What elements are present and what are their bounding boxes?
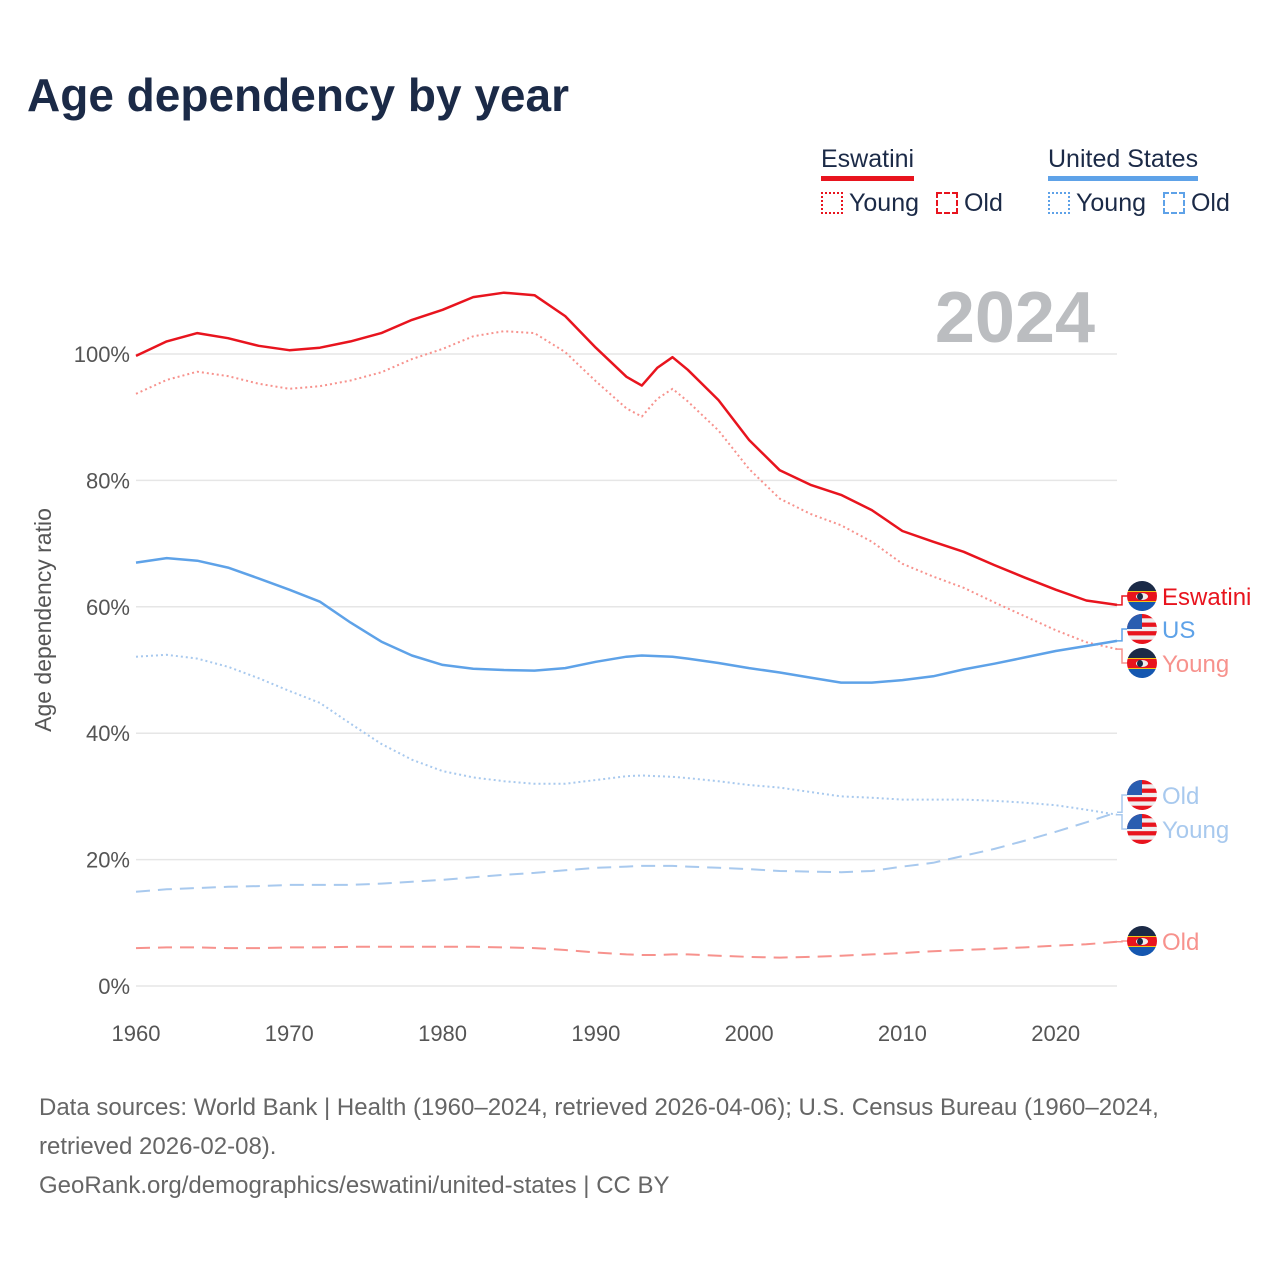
end-label: Eswatini	[1162, 584, 1251, 611]
eswatini-flag-icon	[1127, 926, 1157, 956]
footer: Data sources: World Bank | Health (1960–…	[39, 1088, 1249, 1205]
legend-us-young[interactable]: Young	[1048, 189, 1146, 217]
label-connector	[1117, 648, 1127, 664]
label-connector	[1117, 794, 1127, 813]
us-flag-icon	[1127, 814, 1157, 844]
eswatini-flag-icon	[1127, 648, 1157, 678]
series-line-united-states	[135, 556, 1118, 684]
legend-eswatini-old[interactable]: Old	[935, 189, 1003, 217]
us-flag-icon	[1127, 614, 1157, 644]
x-tick-label: 1960	[112, 1021, 161, 1046]
legend-item-label: Young	[1076, 189, 1146, 217]
legend-united-states-label: United States	[1048, 145, 1199, 181]
y-tick-label: 0%	[98, 974, 130, 999]
end-label: Young	[1162, 817, 1229, 844]
legend-eswatini: Eswatini Young Old	[821, 145, 1013, 218]
y-tick-label: 80%	[86, 468, 130, 493]
dotted-swatch-icon	[821, 192, 843, 214]
x-tick-label: 2000	[725, 1021, 774, 1046]
y-tick-label: 60%	[86, 595, 130, 620]
chart-title: Age dependency by year	[27, 69, 569, 121]
eswatini-flag-icon	[1127, 581, 1157, 611]
legend-eswatini-label: Eswatini	[821, 145, 915, 181]
legend-us-old[interactable]: Old	[1162, 189, 1230, 217]
legend-item-label: Old	[963, 189, 1003, 217]
end-label: Young	[1162, 651, 1229, 678]
legend-united-states: United States Young Old	[1048, 145, 1240, 218]
x-tick-label: 2010	[878, 1021, 927, 1046]
dashed-swatch-icon	[1162, 192, 1185, 214]
y-axis-label: Age dependency ratio	[30, 508, 56, 732]
dashed-swatch-icon	[935, 192, 958, 214]
y-tick-label: 20%	[86, 848, 130, 873]
x-tick-label: 2020	[1031, 1021, 1080, 1046]
y-tick-label: 40%	[86, 721, 130, 746]
series-line-eswatini-old	[135, 940, 1118, 959]
year-badge: 2024	[935, 278, 1095, 358]
end-label: Old	[1162, 929, 1199, 956]
y-tick-label: 100%	[74, 342, 130, 367]
data-sources: Data sources: World Bank | Health (1960–…	[39, 1094, 1159, 1160]
end-label: Old	[1162, 783, 1199, 810]
us-flag-icon	[1127, 780, 1157, 810]
legend-eswatini-young[interactable]: Young	[821, 189, 919, 217]
end-label: US	[1162, 617, 1195, 644]
label-connector	[1117, 595, 1127, 606]
series-line-united-states-old	[135, 811, 1118, 893]
series-line-united-states-young	[135, 653, 1118, 816]
label-connector	[1117, 940, 1127, 943]
source-link[interactable]: GeoRank.org/demographics/eswatini/united…	[39, 1172, 670, 1199]
x-tick-label: 1980	[418, 1021, 467, 1046]
label-connector	[1117, 628, 1127, 642]
x-tick-label: 1970	[265, 1021, 314, 1046]
legend-item-label: Young	[849, 189, 919, 217]
x-tick-label: 1990	[571, 1021, 620, 1046]
dotted-swatch-icon	[1048, 192, 1070, 214]
series-line-eswatini	[135, 291, 1118, 607]
legend-item-label: Old	[1190, 189, 1230, 217]
series-line-eswatini-young	[135, 330, 1118, 651]
label-connector	[1117, 813, 1127, 830]
